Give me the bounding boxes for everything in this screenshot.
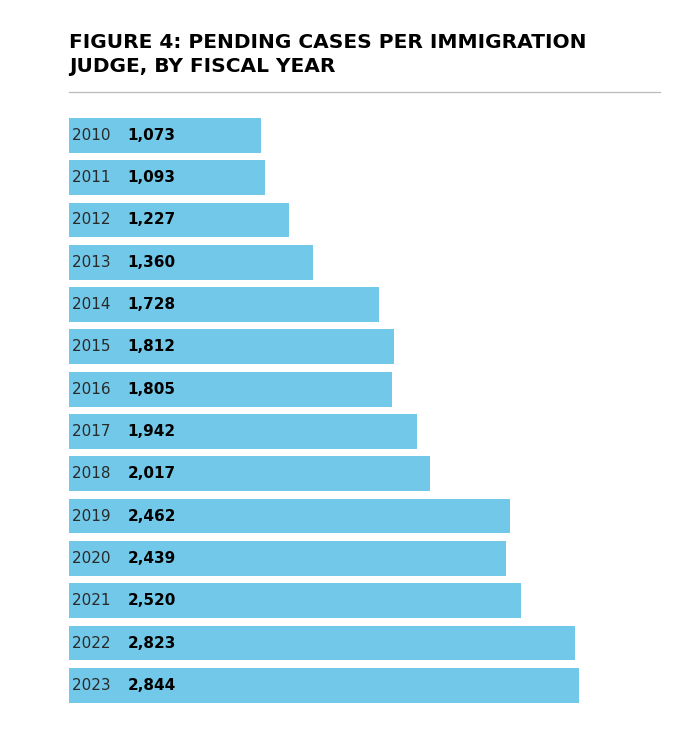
Text: 2011: 2011 [72,170,116,185]
Text: 1,360: 1,360 [127,255,175,269]
Bar [69,499,510,534]
Bar [69,330,394,364]
Text: 1,728: 1,728 [127,297,175,312]
Text: 2013: 2013 [72,255,116,269]
Text: 2017: 2017 [72,424,116,439]
Bar [69,245,312,280]
Text: 2016: 2016 [72,382,116,397]
Text: 2022: 2022 [72,636,116,651]
Text: 2,520: 2,520 [127,593,176,608]
Text: 2,017: 2,017 [127,467,175,481]
Text: 2,823: 2,823 [127,636,176,651]
Text: 2,439: 2,439 [127,551,176,566]
Bar [69,456,431,491]
Text: 2023: 2023 [72,678,116,693]
Text: 1,805: 1,805 [127,382,175,397]
Text: 2021: 2021 [72,593,116,608]
Text: 2020: 2020 [72,551,116,566]
Text: 2015: 2015 [72,339,116,354]
Text: 2012: 2012 [72,213,116,227]
Bar [69,541,506,576]
Bar [69,668,579,703]
Text: 1,073: 1,073 [127,128,175,143]
Bar [69,202,289,237]
Bar [69,118,261,152]
Bar [69,414,417,449]
Bar [69,372,392,406]
Text: FIGURE 4: PENDING CASES PER IMMIGRATION
JUDGE, BY FISCAL YEAR: FIGURE 4: PENDING CASES PER IMMIGRATION … [69,33,586,77]
Text: 1,812: 1,812 [127,339,175,354]
Text: 1,227: 1,227 [127,213,176,227]
Bar [69,584,521,618]
Text: 2010: 2010 [72,128,116,143]
Text: 2018: 2018 [72,467,116,481]
Text: 1,093: 1,093 [127,170,175,185]
Bar [69,160,265,195]
Text: 2,844: 2,844 [127,678,176,693]
Text: 2019: 2019 [72,509,116,523]
Text: 2014: 2014 [72,297,116,312]
Text: 2,462: 2,462 [127,509,176,523]
Bar [69,626,575,660]
Bar [69,287,378,322]
Text: 1,942: 1,942 [127,424,175,439]
